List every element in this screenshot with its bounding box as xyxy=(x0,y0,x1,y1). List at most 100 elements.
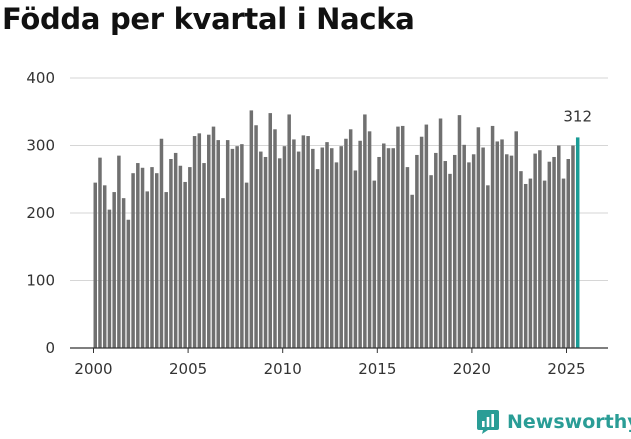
bar xyxy=(235,146,239,348)
bar xyxy=(287,114,291,348)
bar xyxy=(315,169,320,349)
x-tick-label: 2000 xyxy=(74,360,112,378)
y-tick-label: 0 xyxy=(45,339,55,357)
x-axis-ticks: 2000 2005 2010 2015 2020 2025 xyxy=(74,348,586,378)
bar xyxy=(509,155,514,349)
bar xyxy=(263,156,268,348)
bar xyxy=(150,167,154,348)
x-tick-label: 2005 xyxy=(169,360,207,378)
bar xyxy=(188,167,192,348)
bar xyxy=(136,163,140,348)
bar xyxy=(495,141,500,348)
bar xyxy=(528,178,533,348)
bar xyxy=(178,165,183,348)
bar xyxy=(400,125,405,349)
bar xyxy=(348,129,353,348)
bar xyxy=(519,171,523,348)
bar xyxy=(311,148,315,349)
bar-chart: 0 100 200 300 400 2000 2005 2010 2015 2020 2025 3… xyxy=(26,69,608,378)
last-value-label: 312 xyxy=(563,107,592,125)
bar xyxy=(273,129,277,348)
y-tick-label: 200 xyxy=(26,204,55,222)
x-tick-label: 2025 xyxy=(547,360,585,378)
bar xyxy=(154,173,159,348)
bar xyxy=(334,162,339,349)
x-tick-label: 2010 xyxy=(264,360,302,378)
bar xyxy=(552,156,556,348)
x-tick-label: 2020 xyxy=(453,360,491,378)
bar xyxy=(107,209,112,349)
bar xyxy=(230,148,235,349)
bar xyxy=(457,115,462,349)
bar xyxy=(306,136,310,348)
bar xyxy=(486,185,490,348)
bar xyxy=(367,131,372,348)
bar xyxy=(268,113,273,348)
newsworthy-logo-icon xyxy=(477,410,499,434)
bar xyxy=(207,134,211,348)
bar xyxy=(377,156,381,348)
bar xyxy=(216,140,220,348)
brand-name: Newsworthy xyxy=(507,411,631,433)
bar xyxy=(296,151,301,348)
bar xyxy=(382,143,386,348)
bar xyxy=(424,124,429,348)
bar xyxy=(140,167,145,348)
bar xyxy=(259,151,263,348)
chart-title: Födda per kvartal i Nacka xyxy=(2,2,415,36)
bar xyxy=(363,114,367,348)
bar xyxy=(145,191,150,348)
bar xyxy=(244,182,249,349)
x-tick-label: 2015 xyxy=(358,360,396,378)
bar xyxy=(254,125,258,348)
bar xyxy=(126,219,131,348)
bar-series xyxy=(93,110,580,349)
bar xyxy=(514,131,518,348)
bar xyxy=(121,198,126,348)
bar xyxy=(277,158,282,348)
bar xyxy=(240,144,244,348)
bar xyxy=(117,155,121,349)
bar xyxy=(571,145,575,348)
bar xyxy=(353,170,358,348)
bar xyxy=(566,159,570,348)
bar xyxy=(467,162,471,349)
bar xyxy=(372,180,377,348)
bar xyxy=(282,146,287,348)
bar xyxy=(538,150,542,348)
bar xyxy=(173,152,178,348)
bar xyxy=(438,118,443,348)
bar xyxy=(339,146,343,348)
bar xyxy=(131,173,135,348)
bar xyxy=(197,133,202,348)
bar xyxy=(415,154,419,348)
bar xyxy=(249,110,254,349)
bar xyxy=(452,154,457,348)
bar xyxy=(481,147,485,348)
bar xyxy=(325,142,329,349)
bar xyxy=(533,153,537,348)
bar xyxy=(93,182,97,349)
bar xyxy=(505,154,509,348)
bar xyxy=(344,138,348,348)
bar xyxy=(462,144,466,348)
bar xyxy=(330,148,334,348)
bar xyxy=(386,148,391,348)
bar xyxy=(211,126,216,348)
bar xyxy=(547,161,552,348)
bar xyxy=(169,159,173,348)
bar xyxy=(434,152,438,348)
bar xyxy=(429,175,433,348)
bar xyxy=(159,138,164,348)
bar xyxy=(320,147,325,348)
y-axis-tick-labels: 0 100 200 300 400 xyxy=(26,69,55,357)
bar xyxy=(225,140,230,348)
bar xyxy=(419,136,424,348)
bar xyxy=(358,140,362,348)
gridlines xyxy=(70,77,608,281)
bar xyxy=(102,185,107,348)
bar xyxy=(476,127,481,348)
bar xyxy=(202,163,206,348)
bar xyxy=(490,125,495,349)
y-tick-label: 300 xyxy=(26,137,55,155)
